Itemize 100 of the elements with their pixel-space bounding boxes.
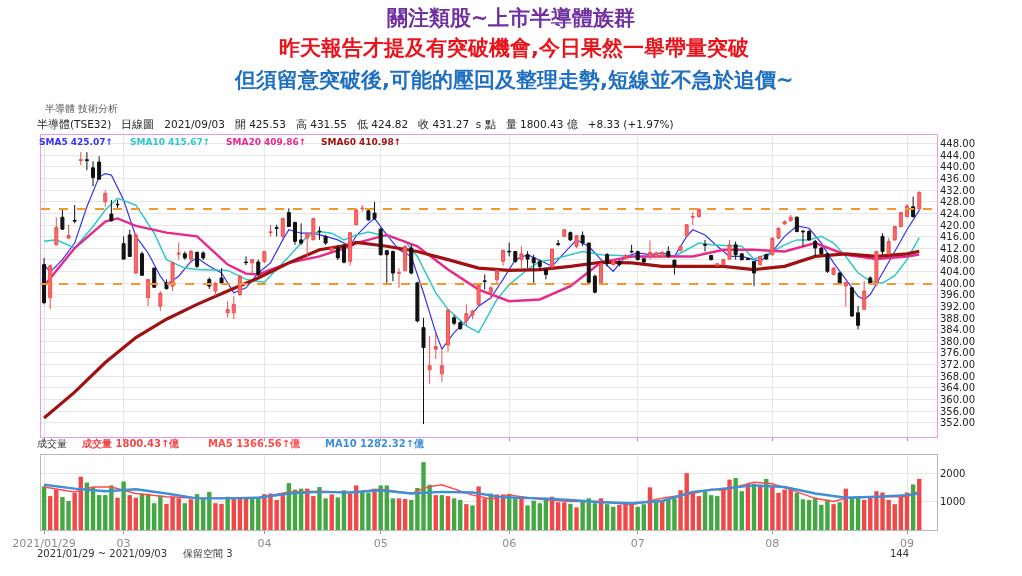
bar [335,497,341,530]
candlestick [78,151,83,166]
y-tick-label: 396.00 [940,289,975,301]
bar [574,507,579,530]
candlestick [60,208,65,231]
bar [396,498,402,530]
candlestick [813,239,818,257]
bar [715,496,720,530]
candlestick [837,271,842,285]
text: 成交量 1800.43↑億 [81,438,181,449]
candlestick [188,249,193,264]
x-tick-label: 06 [502,537,517,551]
bar [133,497,139,530]
candlestick [856,305,861,330]
candlestick [103,189,108,208]
bar [54,489,59,530]
y-tick-label: 2000 [940,467,966,479]
candlestick [501,249,506,267]
bar [458,499,463,530]
text: 半導體(TSE32) 日線圖 2021/09/03 開 425.53 高 431.55 低 424.82 收 431.27 s 點 量 1800.43 億 +8.33 (+1.97%) [37,118,674,130]
candlestick [292,221,297,246]
candlestick [684,223,689,238]
candlestick [562,228,567,238]
candlestick [256,259,261,277]
bar [96,495,102,530]
candlestick [250,258,255,275]
text: MA5 1366.56↑億 [208,438,302,449]
bar [635,506,640,530]
candlestick [733,241,738,261]
bar [121,481,126,530]
candlestick [360,204,365,213]
candlestick [439,348,444,383]
candlestick [335,244,340,261]
candlestick [807,229,812,242]
bar [562,502,567,530]
candlestick [91,160,96,187]
y-tick-label: 1000 [940,496,966,508]
bar [311,496,316,530]
candlestick [274,224,279,237]
candlestick [170,260,175,292]
bar [537,503,542,530]
candlestick [647,239,652,261]
candlestick [286,207,291,228]
candlestick [617,259,622,267]
candlestick [586,242,591,284]
candlestick [213,281,218,297]
candlestick [323,234,328,246]
bar [470,505,475,530]
candlestick [892,225,897,242]
candlestick [525,250,530,269]
candlestick [164,278,169,291]
y-tick-label: 352.00 [940,417,975,429]
candlestick [752,260,756,287]
bar [451,498,457,530]
candlestick [660,250,665,259]
text: MA10 1282.32↑億 [325,438,426,449]
y-tick-label: 400.00 [940,277,975,289]
candlestick [917,191,922,212]
bar [708,495,714,530]
bar [329,494,334,530]
candlestick [794,215,799,233]
bar [109,485,114,530]
candlestick [568,230,573,242]
candlestick [703,239,708,253]
candlestick [605,252,610,267]
candlestick [482,273,487,291]
y-tick-label: 376.00 [940,347,975,359]
y-tick-label: 368.00 [940,370,975,382]
candlestick [862,280,867,310]
candlestick [262,251,267,264]
candlestick [244,255,249,266]
candlestick [109,199,114,223]
candlestick [531,254,536,284]
candlestick [237,273,242,297]
y-tick-label: 364.00 [940,382,975,394]
chart-subtitle: 昨天報告才提及有突破機會,今日果然一舉帶量突破 [279,36,750,60]
y-tick-label: 420.00 [940,219,975,231]
candlestick [219,267,224,284]
bar [115,497,120,530]
candlestick [452,314,457,326]
bar [158,495,163,530]
y-tick-label: 356.00 [940,405,975,417]
bar [519,496,524,530]
candlestick [72,204,77,224]
text: 2021/01/29 ~ 2021/09/03 [37,548,168,559]
candlestick [317,226,322,241]
y-tick-label: 372.00 [940,359,975,371]
candlestick [231,295,236,320]
y-tick-label: 380.00 [940,335,975,347]
candlestick [666,245,671,259]
text: 144 [890,548,910,559]
bar [733,477,738,530]
candlestick [537,259,542,271]
bar [103,495,108,530]
candlestick [54,216,59,246]
bar [892,504,897,530]
bar [800,499,806,530]
candlestick [758,255,763,267]
candlestick [133,232,138,275]
y-tick-label: 424.00 [940,207,975,219]
